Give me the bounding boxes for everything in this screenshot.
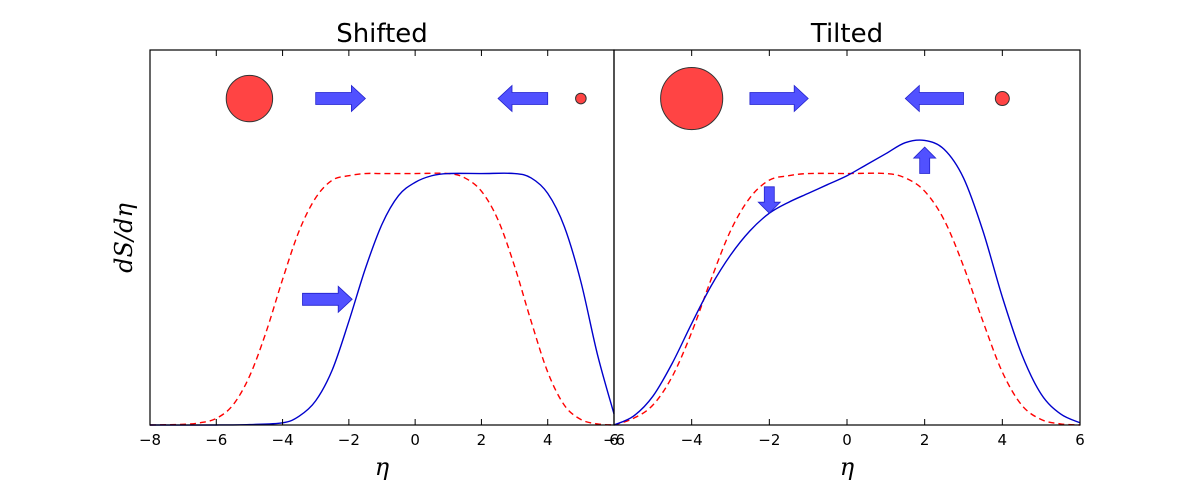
annotations-tilted xyxy=(660,66,1010,214)
nucleus-circle xyxy=(994,91,1010,107)
x-tick-label: −8 xyxy=(139,431,161,449)
x-tick-label: 6 xyxy=(609,431,619,449)
x-tick-label: 0 xyxy=(842,431,852,449)
x-tick-label: −6 xyxy=(205,431,227,449)
plot-area-shifted xyxy=(149,172,615,426)
panel-shifted: Shifted −8 −6 −4 −2 0 2 4 6 η dS/dη xyxy=(110,19,619,481)
series-line-solid xyxy=(149,172,615,426)
arrow-right-icon xyxy=(302,285,353,314)
x-tick-label: −2 xyxy=(338,431,360,449)
panel-tilted: Tilted −6 −4 −2 0 2 4 6 η xyxy=(603,19,1085,481)
x-tick-label: 6 xyxy=(1075,431,1085,449)
x-ticks-shifted: −8 −6 −4 −2 0 2 4 6 xyxy=(139,50,619,449)
x-ticks-tilted: −6 −4 −2 0 2 4 6 xyxy=(603,50,1085,449)
series-line-dashed xyxy=(613,172,1081,426)
axes-frame-shifted xyxy=(149,49,615,426)
arrow-left-icon xyxy=(497,84,549,113)
y-axis-label-shifted: dS/dη xyxy=(110,203,138,273)
plot-area-tilted xyxy=(613,139,1081,426)
series-line-dashed xyxy=(149,172,615,426)
x-axis-label-tilted: η xyxy=(840,453,855,481)
panel-title-tilted: Tilted xyxy=(810,19,883,49)
nucleus-circle xyxy=(660,66,724,131)
x-tick-label: −2 xyxy=(758,431,780,449)
nucleus-circle xyxy=(225,74,274,123)
x-tick-label: −4 xyxy=(681,431,703,449)
arrow-down-icon xyxy=(757,186,782,214)
x-tick-label: 4 xyxy=(998,431,1008,449)
x-tick-label: 2 xyxy=(477,431,487,449)
x-tick-label: 2 xyxy=(920,431,930,449)
x-tick-label: 4 xyxy=(543,431,553,449)
series-line-solid xyxy=(613,139,1081,426)
arrow-right-icon xyxy=(749,84,809,113)
panel-title-shifted: Shifted xyxy=(336,19,428,49)
x-tick-label: −6 xyxy=(603,431,625,449)
arrow-right-icon xyxy=(315,84,366,113)
x-tick-label: 0 xyxy=(410,431,420,449)
x-tick-label: −4 xyxy=(272,431,294,449)
x-axis-label-shifted: η xyxy=(375,453,390,481)
annotations-shifted xyxy=(225,74,587,314)
arrow-left-icon xyxy=(904,84,964,113)
arrow-up-icon xyxy=(912,146,937,174)
nucleus-circle xyxy=(575,92,587,105)
